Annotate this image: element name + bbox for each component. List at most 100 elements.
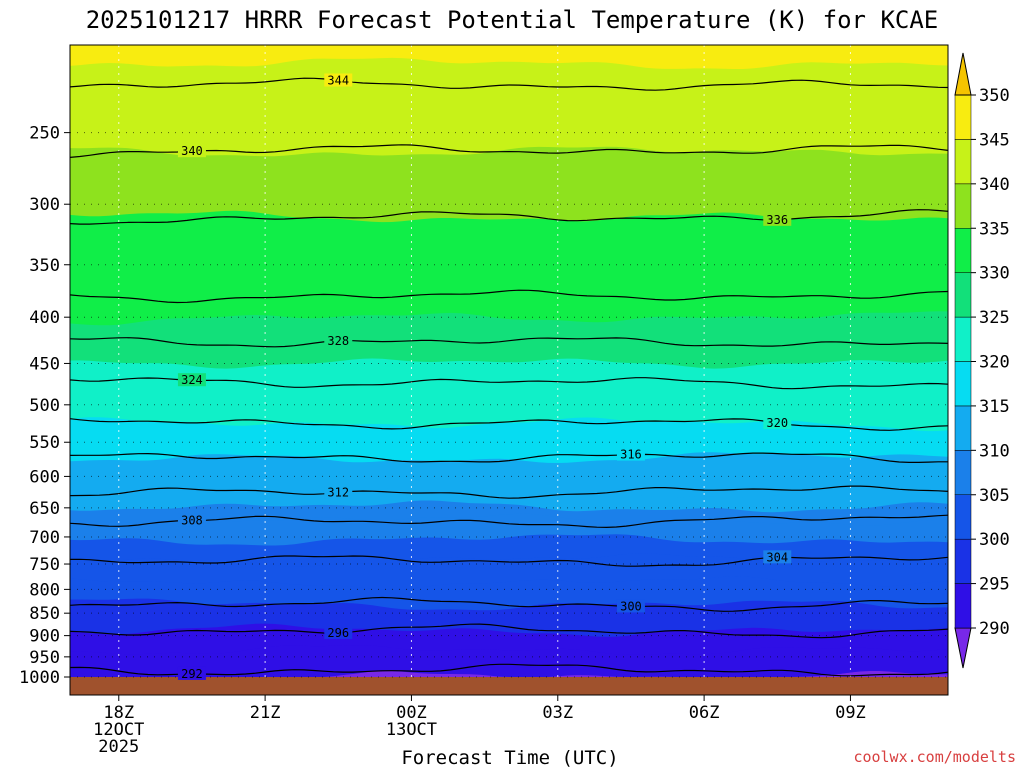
isentrope-line [69, 514, 949, 529]
isentrope-label: 308 [181, 513, 203, 527]
isentrope-line [69, 377, 949, 390]
isentrope-label-bg [763, 416, 792, 430]
isentrope-label: 320 [766, 416, 788, 430]
plot-frame [69, 44, 949, 696]
colorbar-segment [954, 361, 972, 407]
isentrope-label: 312 [327, 486, 349, 500]
x-tick-label: 21Z [250, 703, 281, 723]
colorbar-segment [954, 139, 972, 185]
colorbar-segment [954, 94, 972, 140]
y-tick-label: 650 [29, 499, 60, 519]
colorbar-label: 295 [979, 575, 1010, 595]
isentrope-label-bg [324, 73, 353, 87]
isentrope-label: 296 [327, 626, 349, 640]
x-tick-label: 13OCT [386, 720, 437, 740]
x-tick-label: 12OCT [93, 720, 144, 740]
y-tick-label: 800 [29, 580, 60, 600]
isentrope-line [69, 555, 949, 567]
colorbar-segment [954, 538, 972, 584]
colorbar-segment [954, 450, 972, 496]
colorbar-label: 335 [979, 219, 1010, 239]
isentrope-label-bg [763, 550, 792, 564]
isentrope-label-bg [763, 212, 792, 226]
y-tick-label: 300 [29, 195, 60, 215]
y-tick-label: 400 [29, 308, 60, 328]
isentrope-label: 324 [181, 373, 203, 387]
isentrope-label-bg [324, 625, 353, 639]
plot-area: 292 296 300 304 308 312 316 320 324 328 336 340 344 [69, 44, 949, 696]
isentrope-line [69, 596, 949, 612]
isentrope-line [69, 77, 949, 91]
isentrope-line [69, 289, 949, 304]
colorbar-label: 320 [979, 353, 1010, 373]
colorbar-segment [954, 316, 972, 362]
ground-strip [70, 677, 948, 695]
y-tick-label: 550 [29, 433, 60, 453]
isentrope-line [69, 485, 949, 499]
x-tick-label: 03Z [542, 703, 573, 723]
colorbar-segment [954, 583, 972, 629]
isentrope-label: 344 [327, 73, 349, 87]
y-tick-label: 700 [29, 528, 60, 548]
isentrope-label-bg [177, 373, 206, 387]
y-tick-label: 600 [29, 467, 60, 487]
isentrope-line [69, 663, 949, 677]
colorbar-label: 340 [979, 175, 1010, 195]
y-tick-label: 850 [29, 604, 60, 624]
colorbar-label: 325 [979, 308, 1010, 328]
isentrope-line [69, 418, 949, 431]
colorbar-segment [954, 494, 972, 540]
isentrope-label-bg [177, 513, 206, 527]
y-tick-label: 450 [29, 354, 60, 374]
y-tick-label: 250 [29, 124, 60, 144]
isentrope-label-bg [324, 333, 353, 347]
colorbar-label: 315 [979, 397, 1010, 417]
x-tick-label: 06Z [689, 703, 720, 723]
y-tick-label: 750 [29, 555, 60, 575]
x-axis-label: Forecast Time (UTC) [401, 747, 618, 768]
colorbar-arrow-top [954, 52, 972, 96]
isentrope-line [69, 144, 949, 158]
colorbar-label: 290 [979, 619, 1010, 639]
isentrope-label-bg [177, 666, 206, 680]
colorbar-label: 300 [979, 530, 1010, 550]
colorbar-label: 350 [979, 86, 1010, 106]
isentrope-label: 316 [620, 448, 642, 462]
isentrope-label-bg [177, 144, 206, 158]
colorbar-segment [954, 228, 972, 273]
isentrope-line [69, 623, 949, 639]
isentrope-label-bg [324, 485, 353, 499]
colorbar-label: 345 [979, 130, 1010, 150]
x-tick-label: 2025 [98, 737, 139, 757]
isentrope-line [69, 209, 949, 225]
theta-band [70, 45, 948, 69]
x-tick-label: 18Z [103, 703, 134, 723]
isentrope-line [69, 452, 948, 463]
isentrope-label: 300 [620, 599, 642, 613]
isentrope-line [69, 337, 949, 348]
x-tick-label: 00Z [396, 703, 427, 723]
y-tick-label: 1000 [19, 668, 60, 688]
y-tick-label: 350 [29, 256, 60, 276]
isentrope-label-bg [616, 599, 645, 613]
colorbar-segment [954, 405, 972, 451]
isentrope-label: 304 [766, 550, 788, 564]
colorbar-segment [954, 183, 972, 229]
credit-text: coolwx.com/modelts [853, 748, 1016, 766]
isentrope-label: 340 [181, 144, 203, 158]
isentrope-label: 328 [327, 334, 349, 348]
colorbar-label: 305 [979, 486, 1010, 506]
isentrope-label-bg [616, 447, 645, 461]
isentrope-label: 292 [181, 667, 203, 681]
colorbar-segment [954, 272, 972, 318]
y-tick-label: 900 [29, 627, 60, 647]
colorbar-label: 330 [979, 264, 1010, 284]
colorbar-arrow-bottom [954, 627, 972, 669]
x-tick-label: 09Z [835, 703, 866, 723]
isentrope-label: 336 [766, 213, 788, 227]
chart-title: 2025101217 HRRR Forecast Potential Tempe… [86, 6, 939, 34]
colorbar-label: 310 [979, 441, 1010, 461]
y-tick-label: 500 [29, 396, 60, 416]
y-tick-label: 950 [29, 648, 60, 668]
